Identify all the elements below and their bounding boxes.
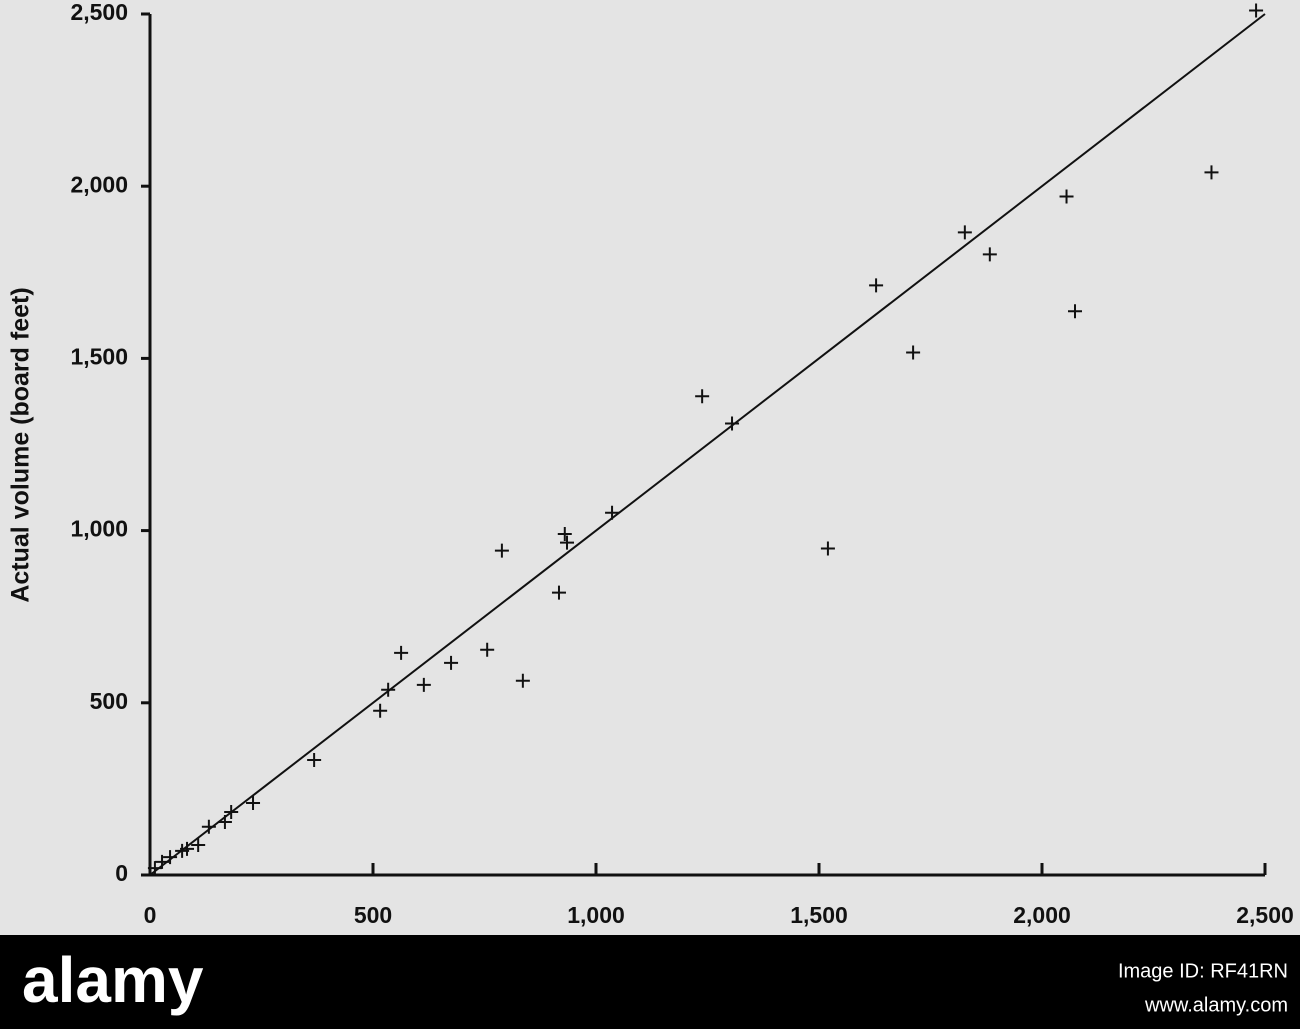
- point: [957, 225, 972, 240]
- x-tick-label: 2,500: [1236, 902, 1294, 928]
- point: [217, 814, 232, 829]
- point: [515, 673, 530, 688]
- point: [982, 247, 997, 262]
- point: [1068, 304, 1082, 319]
- point: [444, 655, 459, 670]
- y-axis-title: Actual volume (board feet): [7, 287, 35, 602]
- point: [1059, 189, 1074, 204]
- point: [381, 682, 396, 697]
- x-tick-label: 2,000: [1013, 902, 1071, 928]
- y-tick-label: 1,000: [70, 516, 128, 542]
- point: [557, 527, 572, 542]
- watermark-band: [0, 935, 1300, 1029]
- reference-line: [149, 13, 1266, 876]
- y-tick-label: 2,500: [70, 0, 128, 25]
- point: [246, 796, 261, 811]
- point: [394, 645, 409, 660]
- y-tick-label: 2,000: [70, 171, 128, 197]
- point: [201, 819, 216, 834]
- x-tick-label: 1,000: [567, 902, 625, 928]
- watermark-id: Image ID: RF41RN: [1118, 960, 1288, 982]
- point: [906, 345, 921, 360]
- x-tick-label: 1,500: [790, 902, 848, 928]
- point: [147, 861, 162, 876]
- point: [560, 535, 575, 550]
- x-tick-label: 0: [144, 902, 157, 928]
- point: [725, 416, 740, 431]
- point: [480, 642, 495, 657]
- point: [163, 850, 178, 865]
- point: [869, 278, 884, 293]
- x-tick-label: 500: [354, 902, 392, 928]
- watermark-logo: alamy: [22, 944, 204, 1016]
- point: [175, 843, 190, 858]
- point: [494, 543, 509, 558]
- point: [307, 752, 322, 767]
- point: [1249, 3, 1264, 18]
- watermark-url: www.alamy.com: [1144, 994, 1288, 1016]
- point: [155, 854, 170, 869]
- y-tick-label: 1,500: [70, 343, 128, 369]
- point: [605, 505, 620, 520]
- point: [373, 703, 388, 718]
- point: [695, 389, 710, 404]
- point: [820, 541, 835, 556]
- y-tick-label: 0: [115, 860, 128, 886]
- point: [1204, 165, 1219, 180]
- y-tick-label: 500: [90, 688, 128, 714]
- point: [224, 804, 239, 819]
- point: [191, 838, 206, 853]
- point: [551, 585, 566, 600]
- point: [416, 677, 431, 692]
